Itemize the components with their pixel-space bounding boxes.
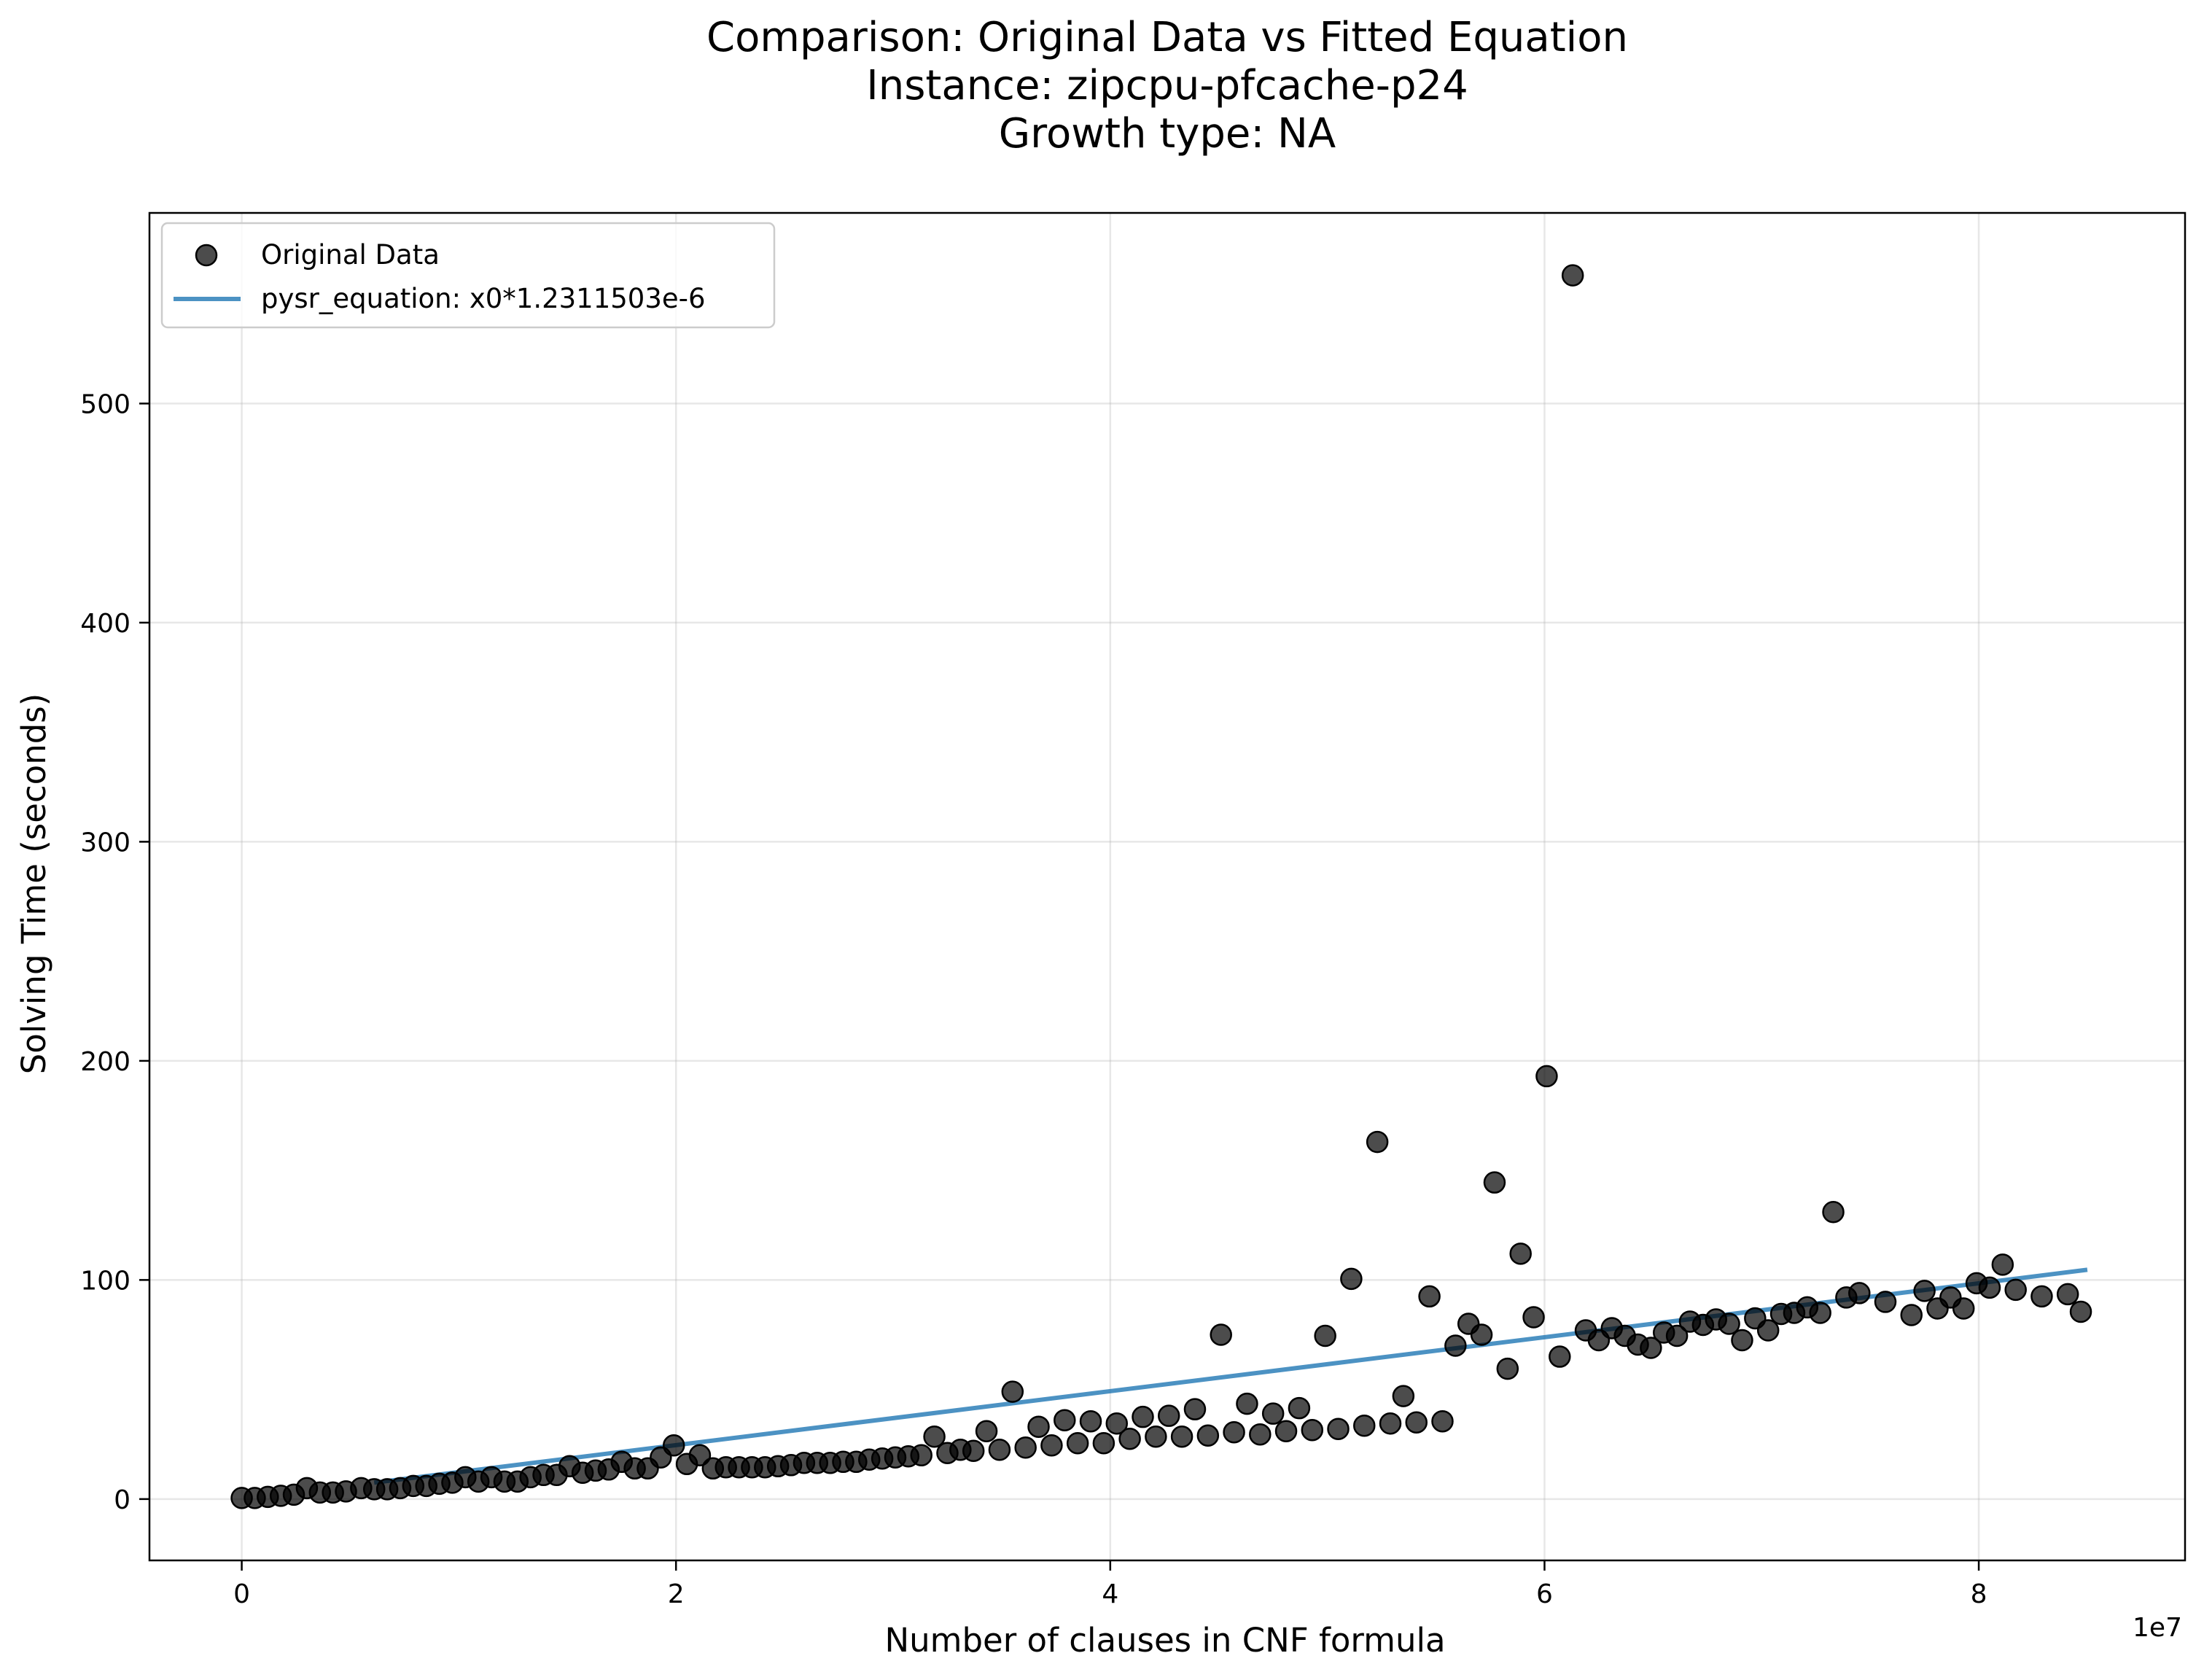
data-point (688, 1444, 712, 1467)
data-point (1118, 1427, 1141, 1450)
legend-label-original-data: Original Data (261, 239, 440, 271)
data-point (1848, 1282, 1871, 1304)
y-tick-label: 500 (80, 389, 131, 419)
data-point (1210, 1323, 1232, 1346)
data-point (988, 1439, 1011, 1461)
data-point (1665, 1324, 1689, 1348)
data-point (1327, 1418, 1350, 1440)
legend-label-fitted-line: pysr_equation: x0*1.2311503e-6 (261, 283, 706, 314)
title-line-3: Growth type: NA (999, 110, 1336, 158)
data-point (1092, 1431, 1115, 1455)
data-point (1444, 1334, 1467, 1357)
legend: Original Data pysr_equation: x0*1.231150… (160, 222, 776, 329)
y-tick-label: 400 (80, 609, 131, 639)
data-point (1054, 1409, 1076, 1431)
data-point (1822, 1200, 1845, 1224)
legend-marker-original-data (195, 244, 218, 267)
data-point (1640, 1337, 1662, 1359)
data-point (1236, 1392, 1258, 1415)
data-point (1027, 1415, 1050, 1438)
data-point (962, 1439, 985, 1463)
x-axis-offset-label: 1e7 (2133, 1613, 2182, 1643)
chart-title: Comparison: Original Data vs Fitted Equa… (706, 14, 1628, 158)
y-tick-label: 100 (80, 1266, 131, 1296)
data-point (1509, 1242, 1532, 1265)
data-point (910, 1444, 932, 1467)
data-point (662, 1434, 685, 1457)
data-point (1157, 1404, 1180, 1427)
grid (149, 213, 2185, 1560)
data-point (1261, 1402, 1285, 1425)
data-point (2030, 1285, 2053, 1308)
y-axis-label: Solving Time (seconds) (15, 693, 53, 1075)
data-point (1392, 1385, 1415, 1407)
data-point (1288, 1396, 1311, 1420)
y-tick-label: 0 (114, 1485, 131, 1515)
data-point (1718, 1312, 1740, 1335)
data-point (1105, 1412, 1129, 1435)
data-point (1274, 1420, 1298, 1442)
y-tick-label: 200 (80, 1047, 131, 1077)
data-point (1223, 1420, 1245, 1444)
data-point (1001, 1380, 1024, 1403)
data-point (1249, 1423, 1272, 1446)
y-tick-label: 300 (80, 828, 131, 858)
data-point (1483, 1171, 1506, 1194)
data-point (1496, 1357, 1519, 1380)
y-axis-ticks: 0 100 200 300 400 500 (80, 389, 149, 1515)
data-point (1066, 1431, 1089, 1455)
x-tick-label: 4 (1102, 1579, 1118, 1609)
data-point (923, 1425, 946, 1448)
data-point (2069, 1300, 2092, 1323)
data-point (1405, 1411, 1428, 1434)
x-axis-label: Number of clauses in CNF formula (884, 1621, 1445, 1660)
data-points-layer (230, 264, 2092, 1509)
data-point (1874, 1291, 1897, 1313)
data-point (2004, 1278, 2027, 1302)
data-point (1314, 1324, 1336, 1348)
data-point (1196, 1424, 1220, 1447)
data-point (1170, 1425, 1193, 1448)
data-point (1991, 1253, 2014, 1276)
data-point (1431, 1409, 1454, 1433)
x-tick-label: 6 (1536, 1579, 1553, 1609)
data-point (1132, 1405, 1154, 1428)
data-point (1809, 1302, 1831, 1324)
data-point (1522, 1306, 1545, 1329)
data-point (975, 1420, 998, 1442)
data-point (2056, 1283, 2079, 1306)
title-line-1: Comparison: Original Data vs Fitted Equa… (706, 14, 1628, 61)
data-point (1913, 1280, 1936, 1302)
legend-box (160, 222, 776, 329)
title-line-2: Instance: zipcpu-pfcache-p24 (866, 62, 1468, 109)
data-point (1470, 1323, 1493, 1346)
data-point (1418, 1285, 1441, 1308)
data-point (1731, 1329, 1753, 1352)
data-point (1952, 1297, 1975, 1320)
data-point (1340, 1267, 1363, 1291)
data-point (1900, 1304, 1923, 1326)
data-point (1366, 1130, 1389, 1154)
data-point (1079, 1409, 1102, 1433)
data-point (1535, 1065, 1558, 1088)
x-tick-label: 0 (233, 1579, 250, 1609)
data-point (1014, 1436, 1037, 1459)
data-point (1561, 264, 1584, 287)
plot-frame (148, 211, 2187, 1562)
data-point (1040, 1434, 1063, 1457)
x-tick-label: 2 (668, 1579, 685, 1609)
data-point (1756, 1319, 1780, 1342)
data-point (1379, 1412, 1402, 1435)
data-point (1145, 1425, 1167, 1448)
data-point (1183, 1398, 1207, 1420)
x-axis-ticks: 0 2 4 6 8 (233, 1560, 1987, 1609)
data-point (1353, 1414, 1376, 1437)
x-tick-label: 8 (1971, 1579, 1987, 1609)
data-point (1301, 1418, 1324, 1442)
data-point (1549, 1345, 1571, 1368)
data-point (1978, 1276, 2001, 1299)
